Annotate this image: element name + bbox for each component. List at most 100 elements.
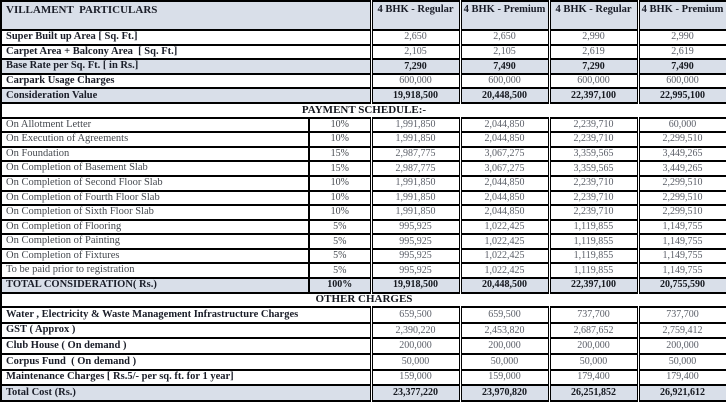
value-cell: 2,239,710 bbox=[547, 174, 640, 192]
value-cell: 1,022,425 bbox=[458, 218, 551, 236]
value-cell: 3,067,275 bbox=[458, 145, 551, 163]
percent-cell: 15% bbox=[308, 160, 372, 177]
row-label: On Allotment Letter bbox=[0, 116, 310, 134]
value-cell: 3,359,565 bbox=[547, 160, 640, 177]
value-cell: 1,149,755 bbox=[636, 218, 726, 236]
value-cell: 50,000 bbox=[369, 353, 462, 371]
value-cell: 2,687,652 bbox=[547, 321, 640, 340]
row-label: On Completion of Fixtures bbox=[0, 247, 310, 265]
value-cell: 995,925 bbox=[369, 218, 462, 236]
percent-cell: 10% bbox=[308, 189, 372, 207]
value-cell: 179,400 bbox=[547, 368, 640, 387]
value-cell: 2,299,510 bbox=[636, 174, 726, 192]
table-row-water-electricity: Water , Electricity & Waste Management I… bbox=[0, 306, 726, 324]
row-label: TOTAL CONSIDERATION( Rs.) bbox=[0, 277, 310, 294]
value-cell: 2,299,510 bbox=[636, 189, 726, 207]
value-cell: 23,970,820 bbox=[458, 384, 551, 402]
table-row-flooring: On Completion of Flooring 5% 995,925 1,0… bbox=[0, 218, 726, 236]
value-cell: 995,925 bbox=[369, 233, 462, 250]
row-label: On Completion of Sixth Floor Slab bbox=[0, 204, 310, 221]
value-cell: 2,239,710 bbox=[547, 116, 640, 134]
section-header-row: PAYMENT SCHEDULE:- bbox=[0, 102, 726, 119]
value-cell: 1,991,850 bbox=[369, 204, 462, 221]
row-label: On Completion of Fourth Floor Slab bbox=[0, 189, 310, 207]
table-row-basement-slab: On Completion of Basement Slab 15% 2,987… bbox=[0, 160, 726, 177]
row-label: Carpet Area + Balcony Area [ Sq. Ft.] bbox=[0, 43, 372, 61]
row-label: On Execution of Agreements bbox=[0, 131, 310, 148]
value-cell: 2,650 bbox=[458, 29, 551, 46]
value-cell: 1,991,850 bbox=[369, 131, 462, 148]
value-cell: 20,755,590 bbox=[636, 277, 726, 294]
table-row-maintenance-charges: Maintenance Charges [ Rs.5/- per sq. ft.… bbox=[0, 368, 726, 387]
value-cell: 2,987,775 bbox=[369, 160, 462, 177]
table-row-sixth-floor-slab: On Completion of Sixth Floor Slab 10% 1,… bbox=[0, 204, 726, 221]
value-cell: 2,453,820 bbox=[458, 321, 551, 340]
table-row-carpark-charges: Carpark Usage Charges 600,000 600,000 60… bbox=[0, 72, 726, 90]
row-label: On Completion of Flooring bbox=[0, 218, 310, 236]
value-cell: 26,251,852 bbox=[547, 384, 640, 402]
table-row-club-house: Club House ( On demand ) 200,000 200,000… bbox=[0, 337, 726, 355]
value-cell: 1,119,855 bbox=[547, 233, 640, 250]
row-label: GST ( Approx ) bbox=[0, 321, 372, 340]
value-cell: 659,500 bbox=[458, 306, 551, 324]
row-label: Club House ( On demand ) bbox=[0, 337, 372, 355]
value-cell: 2,105 bbox=[369, 43, 462, 61]
value-cell: 2,299,510 bbox=[636, 131, 726, 148]
table-row-second-floor-slab: On Completion of Second Floor Slab 10% 1… bbox=[0, 174, 726, 192]
column-header-premium-1: 4 BHK - Premium bbox=[458, 0, 551, 32]
value-cell: 19,918,500 bbox=[369, 87, 462, 105]
value-cell: 2,044,850 bbox=[458, 116, 551, 134]
value-cell: 50,000 bbox=[636, 353, 726, 371]
percent-cell: 5% bbox=[308, 218, 372, 236]
value-cell: 7,490 bbox=[636, 58, 726, 75]
value-cell: 1,119,855 bbox=[547, 247, 640, 265]
value-cell: 600,000 bbox=[636, 72, 726, 90]
percent-cell: 10% bbox=[308, 174, 372, 192]
value-cell: 200,000 bbox=[458, 337, 551, 355]
value-cell: 737,700 bbox=[547, 306, 640, 324]
value-cell: 20,448,500 bbox=[458, 87, 551, 105]
value-cell: 1,022,425 bbox=[458, 262, 551, 279]
value-cell: 200,000 bbox=[636, 337, 726, 355]
percent-cell: 10% bbox=[308, 204, 372, 221]
value-cell: 995,925 bbox=[369, 247, 462, 265]
value-cell: 659,500 bbox=[369, 306, 462, 324]
row-label: Carpark Usage Charges bbox=[0, 72, 372, 90]
table-row-fourth-floor-slab: On Completion of Fourth Floor Slab 10% 1… bbox=[0, 189, 726, 207]
value-cell: 1,991,850 bbox=[369, 116, 462, 134]
value-cell: 2,044,850 bbox=[458, 189, 551, 207]
value-cell: 1,991,850 bbox=[369, 174, 462, 192]
table-row-total-cost: Total Cost (Rs.) 23,377,220 23,970,820 2… bbox=[0, 384, 726, 402]
value-cell: 2,650 bbox=[369, 29, 462, 46]
value-cell: 20,448,500 bbox=[458, 277, 551, 294]
value-cell: 3,067,275 bbox=[458, 160, 551, 177]
particulars-header: VILLAMENT PARTICULARS bbox=[0, 0, 372, 32]
value-cell: 1,149,755 bbox=[636, 233, 726, 250]
value-cell: 1,022,425 bbox=[458, 233, 551, 250]
value-cell: 22,397,100 bbox=[547, 87, 640, 105]
table-row-carpet-area: Carpet Area + Balcony Area [ Sq. Ft.] 2,… bbox=[0, 43, 726, 61]
percent-cell: 5% bbox=[308, 247, 372, 265]
value-cell: 600,000 bbox=[547, 72, 640, 90]
value-cell: 1,119,855 bbox=[547, 262, 640, 279]
value-cell: 2,105 bbox=[458, 43, 551, 61]
value-cell: 200,000 bbox=[547, 337, 640, 355]
value-cell: 1,119,855 bbox=[547, 218, 640, 236]
value-cell: 19,918,500 bbox=[369, 277, 462, 294]
value-cell: 2,619 bbox=[547, 43, 640, 61]
row-label: On Completion of Painting bbox=[0, 233, 310, 250]
table-row-painting: On Completion of Painting 5% 995,925 1,0… bbox=[0, 233, 726, 250]
percent-cell: 5% bbox=[308, 233, 372, 250]
value-cell: 3,449,265 bbox=[636, 160, 726, 177]
value-cell: 159,000 bbox=[458, 368, 551, 387]
value-cell: 2,299,510 bbox=[636, 204, 726, 221]
row-label: On Completion of Basement Slab bbox=[0, 160, 310, 177]
table-row-fixtures: On Completion of Fixtures 5% 995,925 1,0… bbox=[0, 247, 726, 265]
percent-cell: 15% bbox=[308, 145, 372, 163]
value-cell: 737,700 bbox=[636, 306, 726, 324]
value-cell: 600,000 bbox=[458, 72, 551, 90]
value-cell: 2,987,775 bbox=[369, 145, 462, 163]
value-cell: 22,397,100 bbox=[547, 277, 640, 294]
row-label: Base Rate per Sq. Ft. [ in Rs.] bbox=[0, 58, 372, 75]
section-title-payment-schedule: PAYMENT SCHEDULE:- bbox=[0, 102, 726, 119]
